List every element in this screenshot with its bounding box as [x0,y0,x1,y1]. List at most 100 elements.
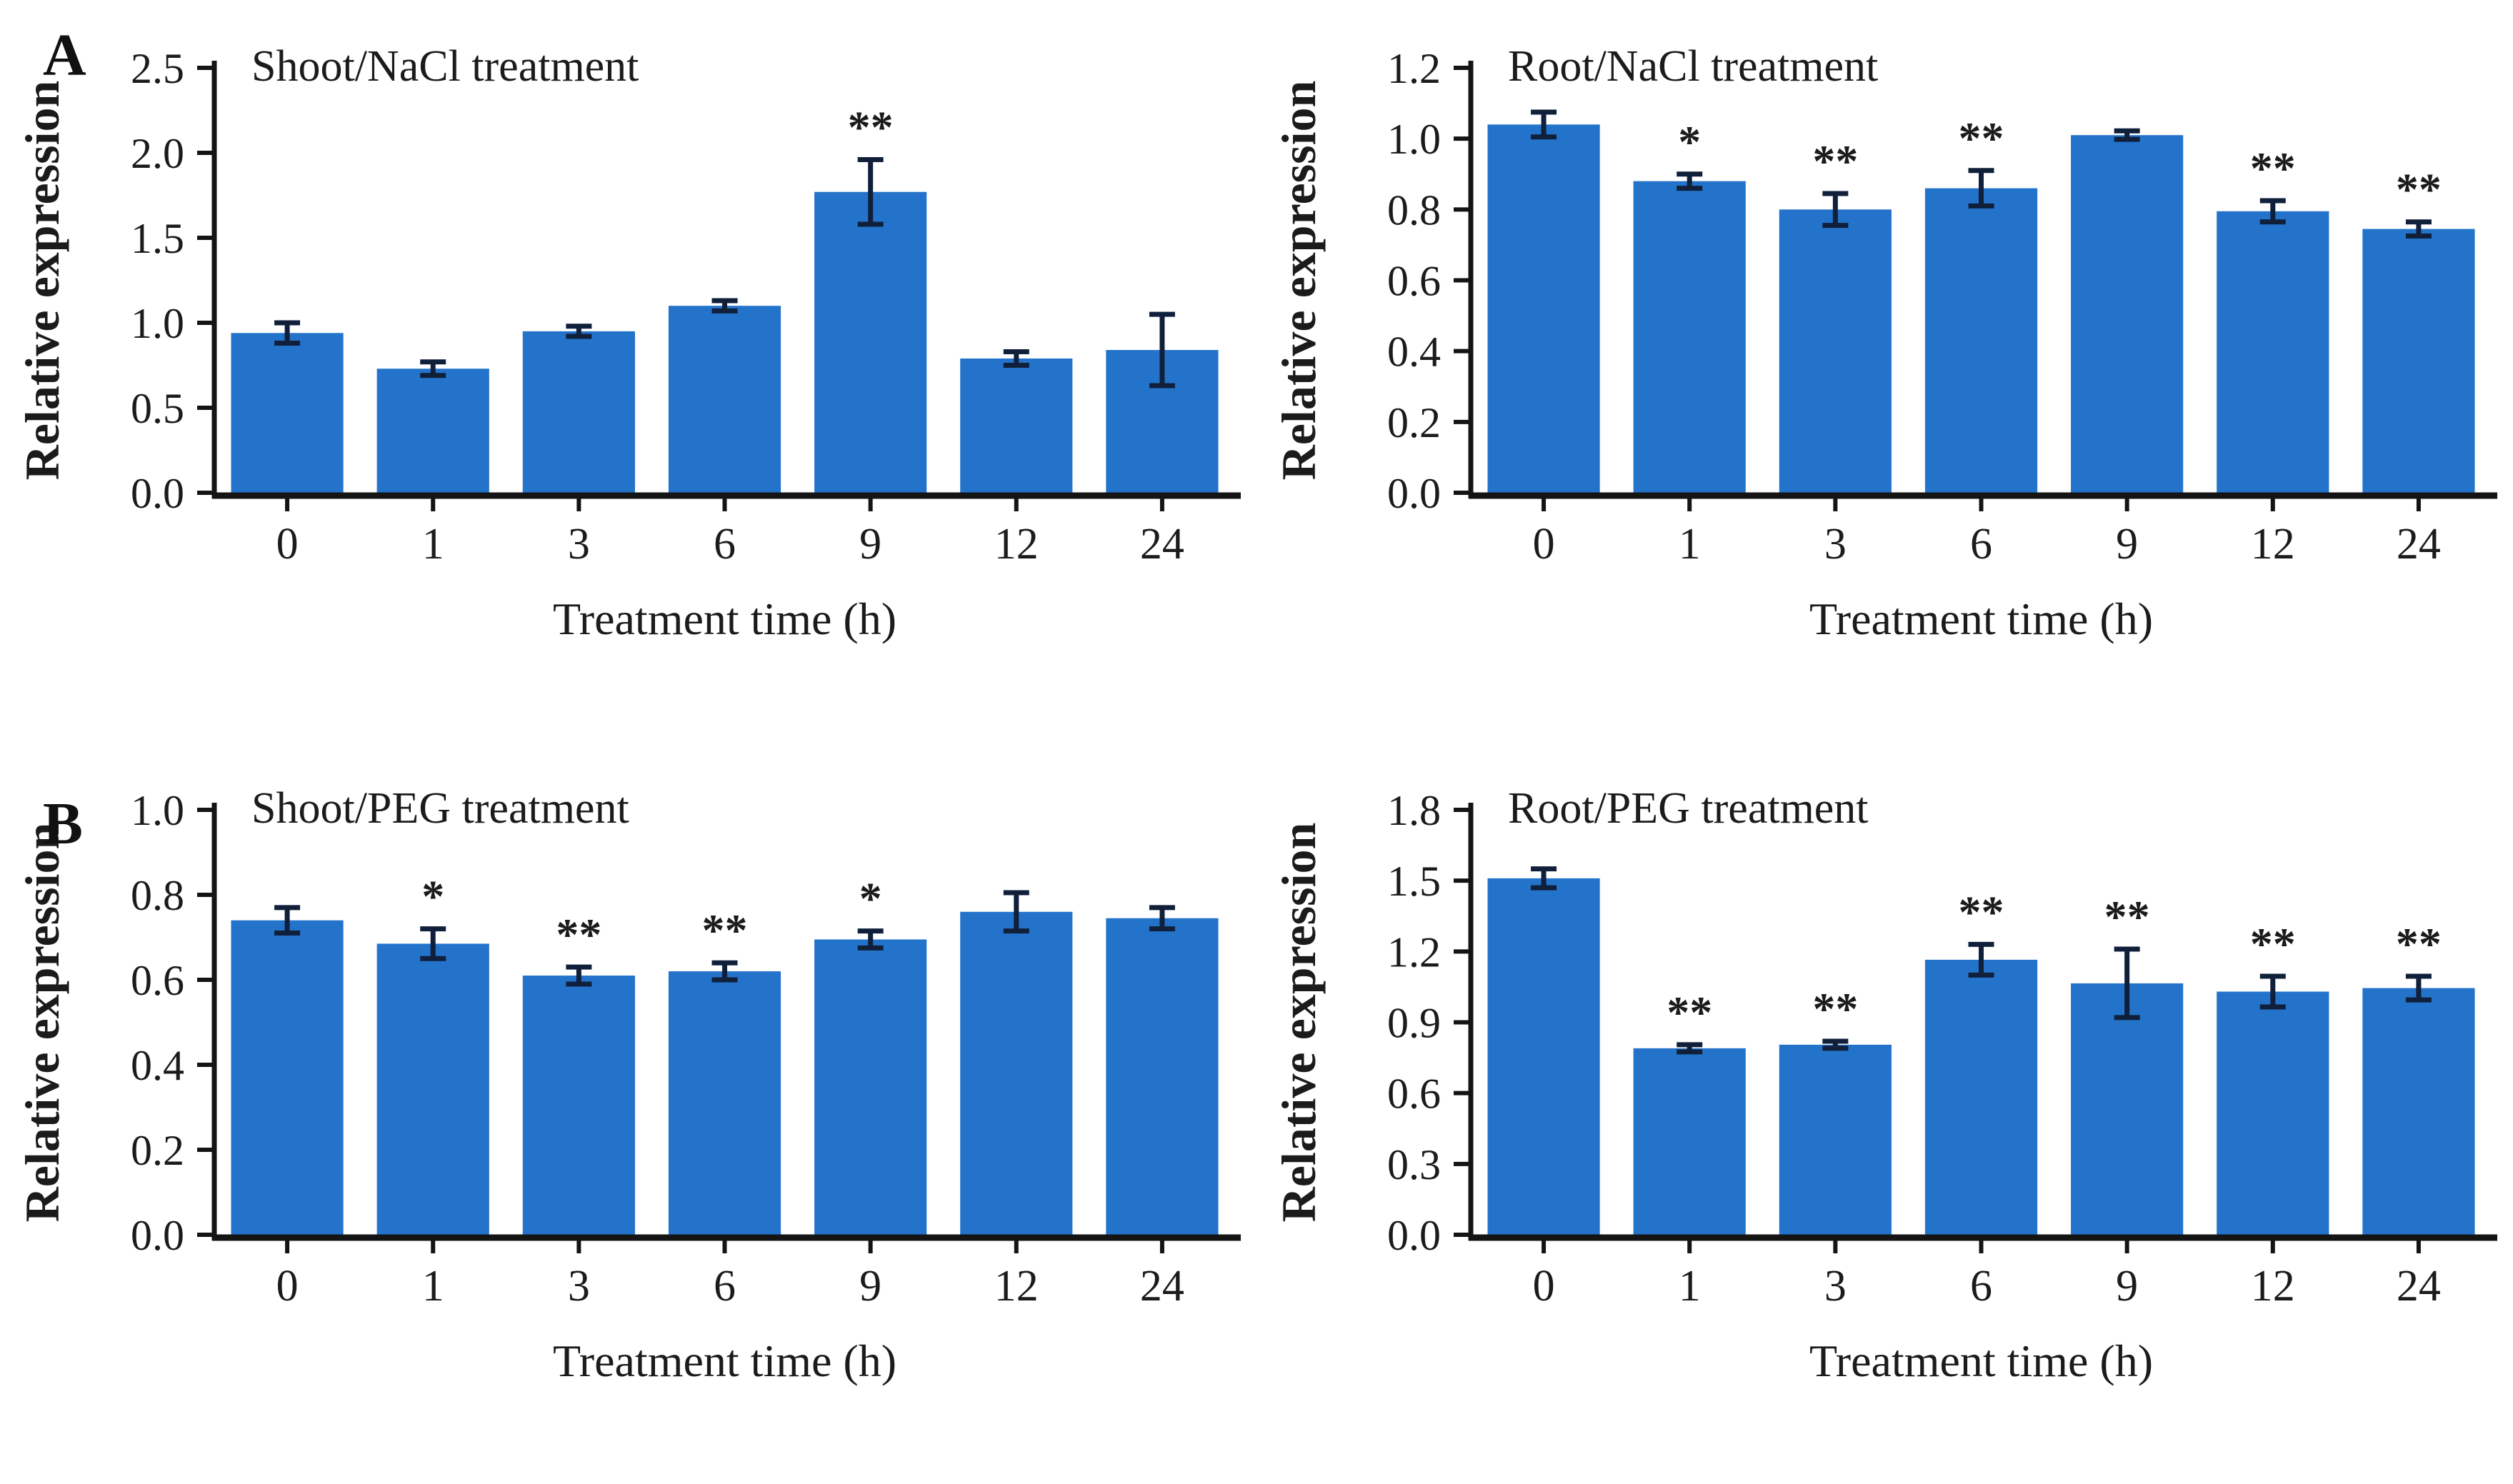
y-tick-label: 0.5 [131,385,184,432]
y-tick-label: 1.2 [1387,928,1441,976]
significance-marker: ** [2250,918,2296,969]
x-tick-label: 24 [2397,520,2441,568]
x-tick-label: 6 [1970,520,1992,568]
bar-0h [1487,124,1600,493]
bar-3h [522,976,635,1235]
bar-0h [1487,878,1600,1235]
x-tick-label: 1 [1679,520,1701,568]
y-tick-label: 0.8 [131,872,184,919]
y-tick-label: 0.9 [1387,1000,1441,1047]
y-tick-label: 1.0 [1387,116,1441,163]
significance-marker: ** [1959,886,2004,937]
x-axis-title: Treatment time (h) [1809,1335,2153,1386]
y-tick-label: 1.5 [131,215,184,262]
panel-shoot-nacl: 0 1 3 6 ** 9 12 24 0.0 0.5 1.0 1.5 2.0 2.5 Shoot/NaCl … [0,0,1256,742]
significance-marker: ** [2396,918,2442,969]
y-tick-label: 0.6 [131,957,184,1004]
x-tick-label: 12 [2251,1262,2295,1310]
significance-marker: ** [2396,164,2442,215]
x-tick-label: 24 [1140,520,1184,568]
x-axis-title: Treatment time (h) [553,1335,896,1386]
significance-marker: * [1678,116,1701,167]
chart-title: Shoot/PEG treatment [251,784,629,833]
significance-marker: ** [1812,983,1858,1034]
y-tick-label: 0.8 [1387,186,1441,234]
panel-label-a: A [43,22,86,89]
chart-shoot-nacl-treatment: 0 1 3 6 ** 9 12 24 0.0 0.5 1.0 1.5 2.0 2.5 Shoot/NaCl … [15,42,1241,644]
chart-title: Shoot/NaCl treatment [251,42,639,91]
x-tick-label: 12 [994,1262,1039,1310]
panel-label-b: B [43,791,84,857]
x-tick-label: 12 [2251,520,2295,568]
x-tick-label: 3 [568,520,590,568]
bar-24h [2362,988,2475,1235]
significance-marker: ** [1959,113,2004,164]
y-tick-label: 0.0 [1387,470,1441,517]
significance-marker: ** [2250,143,2296,194]
x-tick-label: 0 [276,1262,299,1310]
significance-marker: ** [1812,136,1858,186]
bar-6h [1924,188,2038,493]
significance-marker: * [421,871,444,922]
bar-12h [960,911,1073,1235]
x-tick-label: 24 [1140,1262,1184,1310]
y-axis-title: Relative expression [1272,823,1326,1223]
bar-12h [2217,991,2329,1235]
x-tick-label: 24 [2397,1262,2441,1310]
y-axis-title: Relative expression [15,823,69,1223]
y-axis-title: Relative expression [15,81,69,481]
bar-9h [814,939,927,1235]
y-tick-label: 2.5 [131,45,184,92]
x-axis-title: Treatment time (h) [1809,593,2153,644]
x-tick-label: 6 [714,1262,736,1310]
significance-marker: ** [848,102,894,153]
bar-1h [376,943,489,1235]
x-tick-label: 1 [1679,1262,1701,1310]
bar-9h [814,191,927,493]
y-tick-label: 0.4 [1387,329,1441,376]
bar-3h [1779,1044,1892,1235]
x-tick-label: 3 [1824,1262,1847,1310]
x-tick-label: 12 [994,520,1039,568]
bar-1h [1633,181,1746,493]
chart-root-nacl-treatment: 0 * 1 ** 3 ** 6 9 ** 12 ** 24 0.0 0.2 0.4 0.6 0.8 1.0 1.2 R… [1272,42,2497,644]
y-tick-label: 0.6 [1387,258,1441,305]
x-tick-label: 6 [1970,1262,1992,1310]
bar-24h [2362,229,2475,493]
y-tick-label: 1.0 [131,300,184,347]
x-tick-label: 3 [568,1262,590,1310]
bar-1h [376,369,489,493]
significance-marker: ** [702,905,748,956]
bar-6h [668,971,781,1235]
bar-3h [522,331,635,493]
y-tick-label: 0.0 [131,1212,184,1259]
y-tick-label: 0.4 [131,1042,184,1089]
x-tick-label: 3 [1824,520,1847,568]
x-tick-label: 9 [859,520,881,568]
panel-shoot-peg: 0 * 1 ** 3 ** 6 * 9 12 24 0.0 0.2 0.4 0.6 0.8 1.0 Shoot/P… [0,742,1256,1484]
y-tick-label: 0.3 [1387,1141,1441,1188]
chart-root-peg-treatment: 0 ** 1 ** 3 ** 6 ** 9 ** 12 ** 24 0.0 0.3 0.6 0.9 1.2 1.5 1… [1272,784,2497,1386]
bar-9h [2071,135,2184,493]
y-tick-label: 2.0 [131,130,184,177]
x-tick-label: 9 [859,1262,881,1310]
bar-1h [1633,1048,1746,1235]
x-tick-label: 0 [1533,520,1555,568]
bar-6h [1924,959,2038,1235]
y-tick-label: 1.5 [1387,858,1441,905]
panel-root-nacl: 0 * 1 ** 3 ** 6 9 ** 12 ** 24 0.0 0.2 0.4 0.6 0.8 1.0 1.2 R… [1256,0,2513,742]
bar-6h [668,306,781,493]
bar-9h [2071,983,2184,1235]
significance-marker: ** [1667,987,1712,1038]
chart-shoot-peg-treatment: 0 * 1 ** 3 ** 6 * 9 12 24 0.0 0.2 0.4 0.6 0.8 1.0 Shoot/P… [15,784,1241,1386]
significance-marker: ** [2104,891,2150,942]
bar-0h [231,920,344,1235]
x-tick-label: 1 [422,520,444,568]
chart-title: Root/NaCl treatment [1508,42,1878,91]
y-tick-label: 1.8 [1387,787,1441,834]
chart-title: Root/PEG treatment [1508,784,1869,833]
x-axis-title: Treatment time (h) [553,593,896,644]
bar-24h [1106,918,1219,1235]
y-axis-title: Relative expression [1272,81,1326,481]
